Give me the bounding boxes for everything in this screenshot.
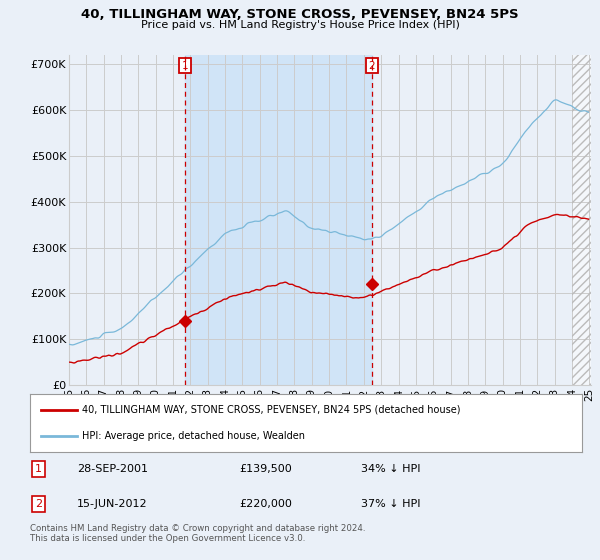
Bar	[572, 55, 591, 385]
Text: 34% ↓ HPI: 34% ↓ HPI	[361, 464, 421, 474]
Text: £139,500: £139,500	[240, 464, 293, 474]
Text: HPI: Average price, detached house, Wealden: HPI: Average price, detached house, Weal…	[82, 431, 305, 441]
Text: 40, TILLINGHAM WAY, STONE CROSS, PEVENSEY, BN24 5PS: 40, TILLINGHAM WAY, STONE CROSS, PEVENSE…	[81, 8, 519, 21]
Text: £220,000: £220,000	[240, 499, 293, 508]
Text: 40, TILLINGHAM WAY, STONE CROSS, PEVENSEY, BN24 5PS (detached house): 40, TILLINGHAM WAY, STONE CROSS, PEVENSE…	[82, 405, 461, 414]
Text: 37% ↓ HPI: 37% ↓ HPI	[361, 499, 421, 508]
Text: 28-SEP-2001: 28-SEP-2001	[77, 464, 148, 474]
Text: 2: 2	[35, 499, 42, 508]
Text: 1: 1	[182, 60, 188, 71]
Bar	[572, 55, 591, 385]
Text: 1: 1	[35, 464, 42, 474]
Text: Contains HM Land Registry data © Crown copyright and database right 2024.
This d: Contains HM Land Registry data © Crown c…	[30, 524, 365, 543]
Text: 15-JUN-2012: 15-JUN-2012	[77, 499, 148, 508]
Text: 2: 2	[368, 60, 375, 71]
Bar	[572, 55, 591, 385]
Text: Price paid vs. HM Land Registry's House Price Index (HPI): Price paid vs. HM Land Registry's House …	[140, 20, 460, 30]
Bar	[185, 55, 372, 385]
